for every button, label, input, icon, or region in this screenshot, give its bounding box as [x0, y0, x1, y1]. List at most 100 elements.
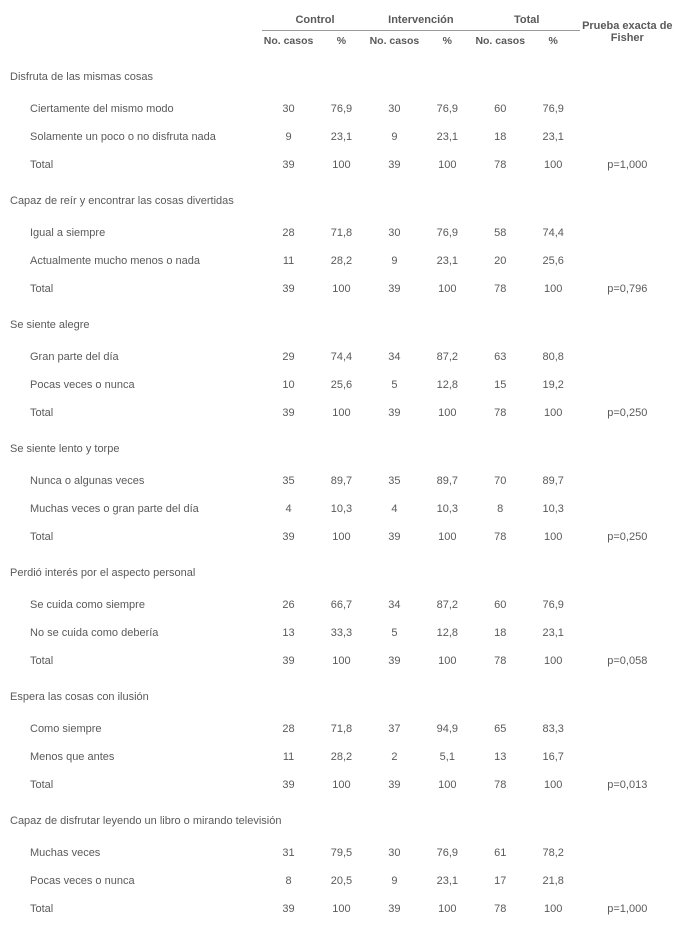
interv-pct: 76,9 [421, 839, 474, 867]
total-n: 78 [474, 399, 527, 427]
table-row: Total391003910078100p=0,013 [8, 771, 675, 799]
total-n: 15 [474, 371, 527, 399]
interv-pct: 12,8 [421, 371, 474, 399]
header-total: Total [474, 8, 580, 31]
header-no-casos: No. casos [368, 31, 421, 55]
table-row: Se cuida como siempre2666,73487,26076,9 [8, 591, 675, 619]
interv-pct: 100 [421, 771, 474, 799]
total-pct: 100 [527, 771, 580, 799]
total-pct: 76,9 [527, 591, 580, 619]
interv-pct: 100 [421, 523, 474, 551]
interv-n: 9 [368, 867, 421, 895]
fisher-value: p=0,250 [580, 523, 675, 551]
fisher-value: p=1,000 [580, 151, 675, 179]
interv-pct: 100 [421, 151, 474, 179]
interv-pct: 100 [421, 647, 474, 675]
interv-n: 30 [368, 95, 421, 123]
total-n: 18 [474, 619, 527, 647]
fisher-value [580, 343, 675, 371]
fisher-value [580, 715, 675, 743]
control-n: 39 [262, 771, 315, 799]
row-label: Pocas veces o nunca [8, 371, 262, 399]
interv-n: 39 [368, 895, 421, 923]
total-pct: 74,4 [527, 219, 580, 247]
control-pct: 79,5 [315, 839, 368, 867]
total-pct: 89,7 [527, 467, 580, 495]
total-n: 78 [474, 895, 527, 923]
row-label: Total [8, 275, 262, 303]
fisher-value [580, 247, 675, 275]
total-n: 60 [474, 95, 527, 123]
control-n: 39 [262, 151, 315, 179]
control-n: 39 [262, 523, 315, 551]
control-n: 10 [262, 371, 315, 399]
total-n: 58 [474, 219, 527, 247]
interv-n: 39 [368, 647, 421, 675]
interv-n: 30 [368, 839, 421, 867]
table-row: Gran parte del día2974,43487,26380,8 [8, 343, 675, 371]
fisher-value: p=0,250 [580, 399, 675, 427]
total-n: 13 [474, 743, 527, 771]
total-pct: 21,8 [527, 867, 580, 895]
interv-pct: 76,9 [421, 219, 474, 247]
row-label: Muchas veces [8, 839, 262, 867]
control-pct: 23,1 [315, 123, 368, 151]
total-pct: 76,9 [527, 95, 580, 123]
fisher-value [580, 371, 675, 399]
control-pct: 76,9 [315, 95, 368, 123]
interv-pct: 100 [421, 895, 474, 923]
total-pct: 100 [527, 523, 580, 551]
total-n: 20 [474, 247, 527, 275]
interv-n: 4 [368, 495, 421, 523]
interv-n: 5 [368, 371, 421, 399]
interv-pct: 100 [421, 399, 474, 427]
table-row: Nunca o algunas veces3589,73589,77089,7 [8, 467, 675, 495]
interv-pct: 89,7 [421, 467, 474, 495]
interv-pct: 23,1 [421, 123, 474, 151]
interv-pct: 100 [421, 275, 474, 303]
interv-n: 34 [368, 591, 421, 619]
header-label-blank [8, 31, 262, 55]
table-row: Igual a siempre2871,83076,95874,4 [8, 219, 675, 247]
table-row: Total391003910078100p=0,058 [8, 647, 675, 675]
control-n: 26 [262, 591, 315, 619]
fisher-value [580, 219, 675, 247]
interv-n: 30 [368, 219, 421, 247]
table-row: Muchas veces3179,53076,96178,2 [8, 839, 675, 867]
control-pct: 71,8 [315, 219, 368, 247]
control-pct: 100 [315, 895, 368, 923]
control-pct: 74,4 [315, 343, 368, 371]
section-title: Disfruta de las mismas cosas [8, 55, 675, 95]
fisher-value [580, 867, 675, 895]
row-label: Pocas veces o nunca [8, 867, 262, 895]
header-control: Control [262, 8, 368, 31]
row-label: No se cuida como debería [8, 619, 262, 647]
section-title: Se siente alegre [8, 303, 675, 343]
interv-pct: 23,1 [421, 247, 474, 275]
table-row: Como siempre2871,83794,96583,3 [8, 715, 675, 743]
row-label: Menos que antes [8, 743, 262, 771]
total-n: 78 [474, 151, 527, 179]
row-label: Muchas veces o gran parte del día [8, 495, 262, 523]
total-pct: 100 [527, 895, 580, 923]
control-pct: 20,5 [315, 867, 368, 895]
interv-pct: 5,1 [421, 743, 474, 771]
interv-n: 39 [368, 771, 421, 799]
total-pct: 78,2 [527, 839, 580, 867]
row-label: Como siempre [8, 715, 262, 743]
section-title: Capaz de disfrutar leyendo un libro o mi… [8, 799, 675, 839]
control-pct: 28,2 [315, 743, 368, 771]
table-row: Total391003910078100p=0,250 [8, 399, 675, 427]
control-n: 11 [262, 247, 315, 275]
total-n: 18 [474, 123, 527, 151]
row-label: Total [8, 895, 262, 923]
control-n: 11 [262, 743, 315, 771]
data-table: Control Intervención Total Prueba exacta… [8, 8, 675, 923]
header-pct: % [527, 31, 580, 55]
fisher-value [580, 95, 675, 123]
interv-n: 35 [368, 467, 421, 495]
total-n: 61 [474, 839, 527, 867]
total-n: 70 [474, 467, 527, 495]
row-label: Nunca o algunas veces [8, 467, 262, 495]
interv-n: 34 [368, 343, 421, 371]
